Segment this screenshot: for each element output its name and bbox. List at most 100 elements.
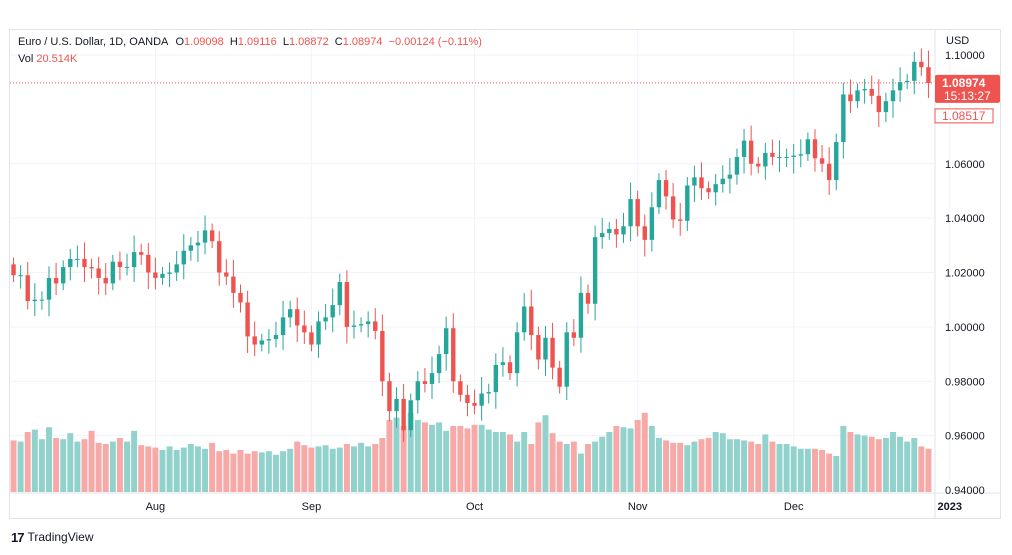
volume-bar bbox=[918, 446, 925, 492]
candle-body bbox=[883, 101, 889, 113]
volume-label[interactable]: Vol bbox=[18, 53, 34, 65]
candle-body bbox=[174, 264, 179, 273]
volume-bar bbox=[875, 439, 882, 492]
volume-bar bbox=[138, 445, 145, 492]
volume-bar bbox=[237, 450, 244, 492]
volume-bar bbox=[315, 446, 322, 492]
candle-body bbox=[741, 140, 747, 157]
countdown-text: 15:13:27 bbox=[944, 89, 991, 103]
x-tick-label: Dec bbox=[784, 501, 804, 513]
volume-bar bbox=[670, 442, 677, 492]
high-label: H bbox=[229, 36, 238, 48]
candle-body bbox=[656, 180, 662, 208]
candle-body bbox=[713, 184, 718, 193]
candle-body bbox=[103, 277, 108, 284]
candle-body bbox=[280, 317, 286, 336]
volume-bar bbox=[152, 447, 159, 492]
volume-bar bbox=[499, 432, 506, 492]
candle-body bbox=[302, 325, 307, 333]
candle-body bbox=[181, 250, 186, 265]
candle-body bbox=[195, 242, 201, 246]
candle-body bbox=[209, 230, 215, 242]
candle-body bbox=[571, 332, 577, 338]
candle-body bbox=[926, 67, 931, 84]
candle-body bbox=[521, 306, 527, 333]
volume-bar bbox=[521, 432, 528, 492]
candle-body bbox=[834, 142, 839, 181]
candle-body bbox=[826, 163, 832, 181]
candle-body bbox=[295, 309, 300, 326]
candle-body bbox=[146, 254, 151, 273]
low-value: 1.08872 bbox=[288, 36, 329, 48]
volume-bar bbox=[88, 430, 95, 492]
currency-label[interactable]: USD bbox=[946, 35, 970, 47]
candle-body bbox=[68, 258, 73, 268]
volume-bar bbox=[173, 450, 180, 492]
candle-body bbox=[153, 272, 158, 278]
candle-body bbox=[373, 321, 378, 331]
y-tick-label: 0.94000 bbox=[945, 485, 985, 497]
close-label: C bbox=[334, 36, 343, 48]
candle-body bbox=[60, 267, 66, 284]
bid-price-text: 1.08517 bbox=[942, 109, 986, 123]
volume-bar bbox=[847, 432, 854, 492]
candle-body bbox=[912, 61, 917, 81]
volume-bar bbox=[230, 453, 237, 492]
candle-body bbox=[394, 398, 399, 412]
volume-bar bbox=[258, 452, 265, 492]
y-tick-label: 1.04000 bbox=[945, 213, 985, 225]
volume-bar bbox=[925, 448, 932, 492]
candle-body bbox=[784, 156, 789, 158]
volume-bar bbox=[585, 444, 592, 492]
volume-bar bbox=[648, 426, 655, 492]
volume-bar bbox=[897, 436, 904, 492]
gridlines bbox=[10, 30, 951, 492]
volume-legend: Vol 20.514K bbox=[18, 53, 80, 65]
volume-bar bbox=[336, 447, 343, 492]
symbol-title[interactable]: Euro / U.S. Dollar, 1D, OANDA bbox=[18, 36, 169, 48]
volume-bar bbox=[904, 441, 911, 492]
candle-body bbox=[536, 335, 541, 360]
volume-bar bbox=[655, 438, 662, 492]
volume-bar bbox=[570, 441, 577, 492]
volume-bar bbox=[507, 434, 513, 492]
candle-body bbox=[763, 152, 768, 167]
candle-body bbox=[585, 292, 591, 304]
y-tick-label: 1.10000 bbox=[945, 50, 985, 62]
volume-bar bbox=[854, 434, 861, 492]
candle-body bbox=[436, 354, 442, 374]
candle-body bbox=[89, 267, 94, 269]
volume-bar bbox=[223, 450, 230, 492]
candle-body bbox=[53, 277, 59, 284]
candle-body bbox=[96, 268, 101, 278]
volume-bar bbox=[492, 432, 499, 492]
x-tick-label: Nov bbox=[628, 501, 648, 513]
bid-price-badge bbox=[934, 108, 994, 124]
volume-bar bbox=[790, 446, 797, 492]
volume-bar bbox=[272, 454, 279, 492]
candle-body bbox=[550, 337, 555, 368]
candle-body bbox=[188, 245, 194, 251]
volume-bar bbox=[634, 420, 641, 492]
candle-body bbox=[649, 207, 655, 240]
x-tick-label: Aug bbox=[146, 501, 166, 513]
candle-body bbox=[507, 362, 513, 374]
candle-body bbox=[323, 317, 328, 322]
volume-bar bbox=[38, 439, 45, 492]
volume-bar bbox=[81, 439, 88, 492]
candle-body bbox=[472, 403, 477, 406]
candle-body bbox=[699, 177, 704, 189]
candle-body bbox=[706, 188, 711, 193]
volume-bar bbox=[684, 445, 691, 492]
x-tick-label: 2023 bbox=[937, 501, 961, 513]
tradingview-logo[interactable]: 17 TradingView bbox=[11, 529, 94, 545]
close-value: 1.08974 bbox=[342, 36, 383, 48]
candle-body bbox=[46, 277, 52, 300]
volume-bar bbox=[563, 444, 570, 492]
candle-body bbox=[358, 324, 364, 326]
candle-body bbox=[486, 392, 491, 394]
candle-body bbox=[897, 82, 903, 91]
candle-body bbox=[543, 337, 548, 360]
